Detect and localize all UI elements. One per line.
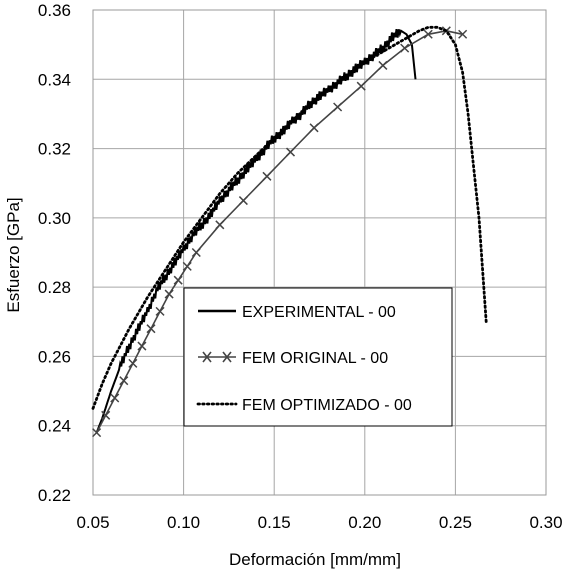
y-tick-label: 0.32 bbox=[38, 140, 71, 159]
y-tick-label: 0.26 bbox=[38, 347, 71, 366]
fem-original-x-marker bbox=[262, 171, 272, 181]
fem-original-x-marker bbox=[191, 247, 201, 258]
x-tick-label: 0.30 bbox=[529, 513, 562, 532]
series-fem-optimizado bbox=[91, 25, 488, 410]
legend-entry-fem-optimizado: FEM OPTIMIZADO - 00 bbox=[196, 397, 412, 414]
fem-original-x-marker bbox=[309, 123, 319, 133]
x-tick-label: 0.15 bbox=[258, 513, 291, 532]
fem-original-x-marker bbox=[110, 393, 120, 403]
fem-original-x-marker bbox=[238, 196, 248, 206]
y-tick-label: 0.24 bbox=[38, 417, 71, 436]
fem-original-x-marker bbox=[155, 306, 165, 316]
legend-marker-x-icon bbox=[202, 351, 212, 363]
fem-original-x-marker bbox=[128, 358, 138, 368]
y-tick-label: 0.34 bbox=[38, 70, 71, 89]
fem-original-x-marker bbox=[378, 60, 388, 70]
legend-label-fem-original: FEM ORIGINAL - 00 bbox=[242, 350, 388, 367]
fem-original-x-marker bbox=[92, 428, 102, 438]
x-axis-title: Deformación [mm/mm] bbox=[229, 550, 401, 569]
series-experimental bbox=[95, 28, 417, 433]
fem-original-x-marker bbox=[400, 43, 410, 53]
fem-original-x-marker bbox=[458, 29, 468, 39]
x-tick-label: 0.05 bbox=[76, 513, 109, 532]
fem-original-x-marker bbox=[356, 81, 366, 91]
fem-original-x-marker bbox=[285, 147, 296, 157]
plot-frame bbox=[92, 9, 547, 496]
x-tick-labels: 0.05 0.10 0.15 0.20 0.25 0.30 bbox=[76, 513, 562, 532]
legend-entry-experimental: EXPERIMENTAL - 00 bbox=[198, 304, 396, 321]
fem-original-x-marker bbox=[101, 410, 111, 420]
x-tick-label: 0.25 bbox=[439, 513, 472, 532]
y-tick-labels: 0.22 0.24 0.26 0.28 0.30 0.32 0.34 0.36 bbox=[38, 1, 71, 505]
fem-original-x-marker bbox=[119, 376, 129, 386]
y-tick-label: 0.22 bbox=[38, 486, 71, 505]
legend: EXPERIMENTAL - 00 FEM ORIGINAL - 00 FEM … bbox=[183, 287, 453, 427]
fem-original-x-marker bbox=[164, 289, 174, 299]
y-tick-label: 0.30 bbox=[38, 209, 71, 228]
series-layer bbox=[91, 25, 488, 438]
fem-original-x-marker bbox=[137, 341, 147, 351]
y-tick-label: 0.36 bbox=[38, 1, 71, 20]
y-axis-title: Esfuerzo [GPa] bbox=[4, 197, 23, 312]
fem-original-x-marker bbox=[182, 261, 192, 271]
legend-label-fem-optimizado: FEM OPTIMIZADO - 00 bbox=[242, 397, 412, 414]
fem-original-x-marker bbox=[423, 29, 433, 39]
fem-original-x-marker bbox=[333, 102, 343, 112]
fem-original-x-marker bbox=[173, 275, 183, 285]
legend-label-experimental: EXPERIMENTAL - 00 bbox=[242, 304, 396, 321]
fem-original-x-marker bbox=[146, 324, 156, 334]
legend-entry-fem-original: FEM ORIGINAL - 00 bbox=[198, 350, 388, 367]
legend-marker-x-icon bbox=[222, 351, 232, 363]
x-tick-label: 0.10 bbox=[167, 513, 200, 532]
x-tick-label: 0.20 bbox=[348, 513, 381, 532]
fem-original-x-marker bbox=[215, 220, 225, 230]
y-tick-label: 0.28 bbox=[38, 278, 71, 297]
